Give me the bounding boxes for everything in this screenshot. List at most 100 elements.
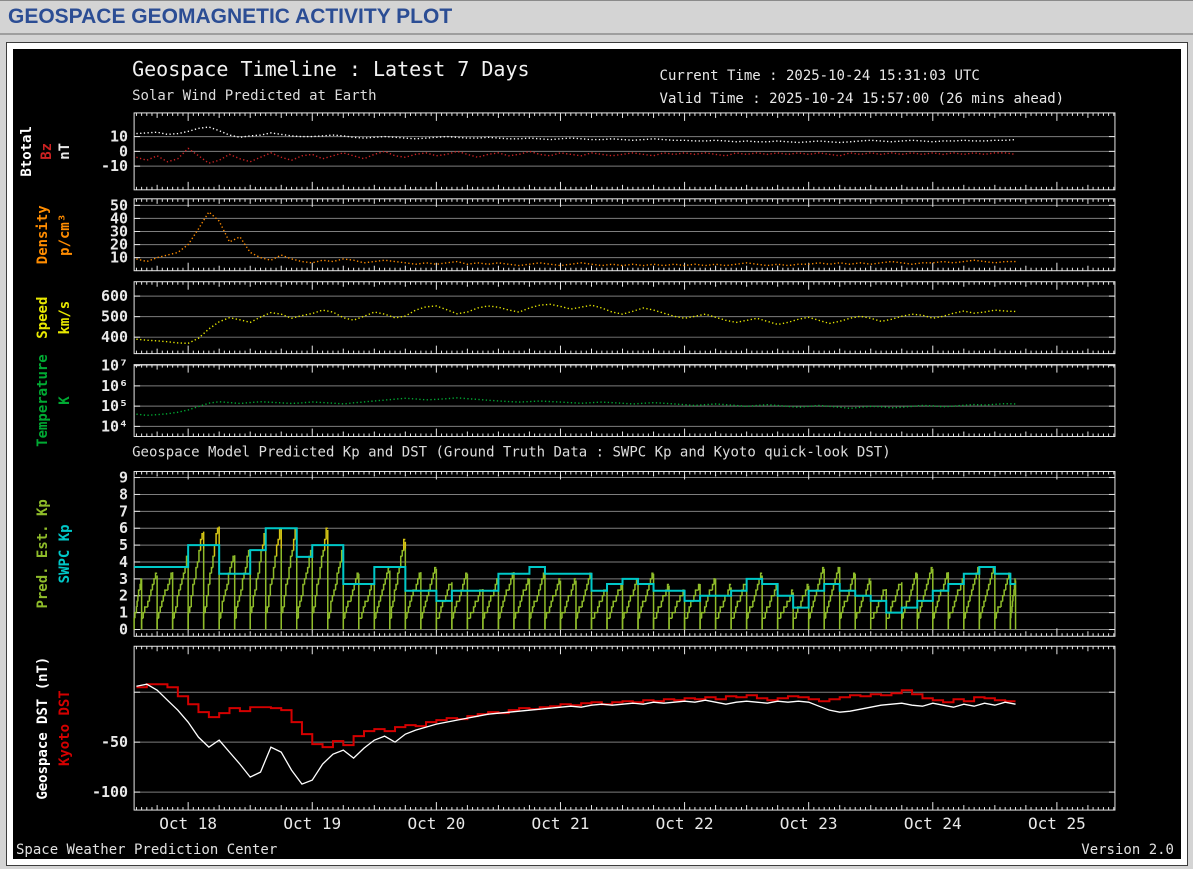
series-pred-est-kp xyxy=(133,526,1017,630)
series-geospace-dst xyxy=(136,683,1016,785)
kp-ramp xyxy=(947,578,965,630)
axis-label-speed-0: Speed xyxy=(35,297,51,339)
kp-ramp xyxy=(389,548,407,630)
kp-ramp-high xyxy=(275,527,282,557)
y-tick-label: 10⁴ xyxy=(101,417,128,435)
y-tick-label: 10 xyxy=(110,128,128,146)
y-tick-label: 4 xyxy=(119,553,128,571)
panel-temperature: 10⁷ 10⁶ 10⁵ 10⁴ Temperature K xyxy=(35,354,1116,447)
x-day-label: Oct 18 xyxy=(159,814,217,833)
kp-ramp xyxy=(544,578,562,630)
plot-title: Geospace Timeline : Latest 7 Days xyxy=(132,57,529,81)
kp-ramp xyxy=(435,582,453,630)
kp-ramp xyxy=(451,572,469,630)
panel-border xyxy=(133,645,1116,811)
kp-ramp xyxy=(885,582,903,630)
y-tick-label: 2 xyxy=(119,587,128,605)
panel-border xyxy=(133,364,1116,438)
kp-ramp xyxy=(264,548,282,630)
kp-ramp xyxy=(513,578,531,630)
y-tick-label: 7 xyxy=(119,502,128,520)
kp-ramp xyxy=(807,566,825,630)
series-btotal xyxy=(136,126,1016,144)
y-tick-label: 10⁵ xyxy=(101,397,128,415)
series-swpc-kp xyxy=(134,527,1016,614)
y-tick-label: 20 xyxy=(110,236,128,254)
kp-ramp xyxy=(342,572,360,630)
x-day-label: Oct 23 xyxy=(780,814,838,833)
x-day-label: Oct 25 xyxy=(1028,814,1086,833)
panel-border xyxy=(133,281,1116,355)
x-day-label: Oct 19 xyxy=(283,814,341,833)
y-tick-label: 40 xyxy=(110,209,128,227)
series-speed xyxy=(136,303,1016,345)
axis-label-density-1: p/cm³ xyxy=(57,214,73,256)
axis-label-imf-0: Btotal xyxy=(19,126,35,176)
kp-ramp xyxy=(590,589,608,630)
y-tick-label: 5 xyxy=(119,536,128,554)
plot-frame: Geospace Timeline : Latest 7 Days Curren… xyxy=(6,42,1188,866)
footer-credit: Space Weather Prediction Center xyxy=(16,842,277,858)
kp-ramp xyxy=(869,589,887,630)
panel-border xyxy=(133,470,1116,637)
kp-ramp xyxy=(218,555,236,630)
y-tick-label: -50 xyxy=(101,733,128,751)
y-tick-label: 0 xyxy=(119,621,128,639)
page-title: GEOSPACE GEOMAGNETIC ACTIVITY PLOT xyxy=(8,5,453,28)
axis-label-kp-0: Pred. Est. Kp xyxy=(35,499,51,608)
kp-ramp xyxy=(761,583,779,630)
kp-ramp xyxy=(901,572,919,630)
x-day-label: Oct 22 xyxy=(656,814,714,833)
y-tick-label: 400 xyxy=(101,328,128,346)
kp-ramp xyxy=(1009,578,1017,630)
kp-ramp xyxy=(978,566,996,630)
y-tick-label: 10⁶ xyxy=(101,377,128,395)
y-tick-label: 8 xyxy=(119,485,128,503)
panel-speed: 600 500 400 Speed km/s xyxy=(35,281,1116,355)
x-day-label: Oct 24 xyxy=(904,814,962,833)
axis-label-temperature-1: K xyxy=(57,396,73,405)
page-header: GEOSPACE GEOMAGNETIC ACTIVITY PLOT xyxy=(0,1,1193,35)
plot-area: Geospace Timeline : Latest 7 Days Curren… xyxy=(13,49,1181,859)
y-tick-label: 500 xyxy=(101,308,128,326)
kp-ramp xyxy=(559,578,577,630)
kp-ramp xyxy=(528,572,546,630)
y-tick-label: 0 xyxy=(119,142,128,160)
kp-ramp xyxy=(311,548,329,630)
y-tick-label: 10 xyxy=(110,249,128,267)
panel-border xyxy=(133,112,1116,191)
kp-ramp xyxy=(823,566,841,630)
axis-label-speed-1: km/s xyxy=(57,301,73,335)
y-tick-label: -10 xyxy=(101,157,128,175)
kp-ramp xyxy=(233,549,251,630)
mid-title: Geospace Model Predicted Kp and DST (Gro… xyxy=(132,445,891,461)
series-kyoto-dst xyxy=(136,683,1016,749)
kp-ramp xyxy=(683,583,701,630)
y-tick-label: 3 xyxy=(119,570,128,588)
kp-ramp xyxy=(932,572,950,630)
kp-ramp xyxy=(714,583,732,630)
panel-dst: -50 -100 Geospace DST (nT) Kyoto DST xyxy=(35,645,1116,811)
kp-ramp xyxy=(606,583,624,630)
y-tick-label: 10⁷ xyxy=(101,357,128,375)
kp-ramp xyxy=(249,548,267,630)
y-tick-label: 50 xyxy=(110,196,128,214)
kp-ramp xyxy=(621,578,639,630)
kp-ramp xyxy=(730,582,748,630)
kp-ramp xyxy=(838,572,856,630)
kp-ramp xyxy=(916,566,934,630)
kp-ramp xyxy=(994,572,1012,630)
axis-label-dst-0: Geospace DST (nT) xyxy=(35,657,51,800)
kp-ramp-high xyxy=(323,527,329,551)
kp-ramp xyxy=(140,572,158,630)
kp-ramp xyxy=(404,572,422,630)
kp-ramp xyxy=(327,549,345,630)
x-day-label: Oct 20 xyxy=(407,814,465,833)
kp-ramp xyxy=(497,572,515,630)
kp-ramp xyxy=(133,578,143,630)
axis-label-imf-1: Bz xyxy=(39,143,55,160)
current-time-label: Current Time : 2025-10-24 15:31:03 UTC xyxy=(660,68,980,84)
